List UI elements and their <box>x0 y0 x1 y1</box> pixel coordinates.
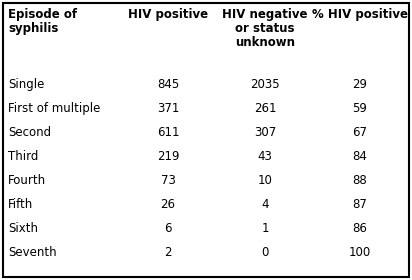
Text: unknown: unknown <box>235 36 295 49</box>
Text: or status: or status <box>235 22 295 35</box>
Text: Episode of: Episode of <box>8 8 77 21</box>
Text: % HIV positive: % HIV positive <box>312 8 408 21</box>
Text: Seventh: Seventh <box>8 246 56 259</box>
Text: HIV negative: HIV negative <box>222 8 308 21</box>
Text: 84: 84 <box>353 150 368 163</box>
Text: 2035: 2035 <box>250 78 280 91</box>
Text: 86: 86 <box>353 222 368 235</box>
Text: Third: Third <box>8 150 38 163</box>
Text: 219: 219 <box>157 150 179 163</box>
Text: 88: 88 <box>353 174 368 187</box>
Text: 371: 371 <box>157 102 179 115</box>
Text: 73: 73 <box>161 174 176 187</box>
Text: 611: 611 <box>157 126 179 139</box>
Text: 100: 100 <box>349 246 371 259</box>
Text: Fourth: Fourth <box>8 174 46 187</box>
Text: HIV positive: HIV positive <box>128 8 208 21</box>
Text: 261: 261 <box>254 102 276 115</box>
Text: 307: 307 <box>254 126 276 139</box>
Text: 59: 59 <box>353 102 368 115</box>
Text: Second: Second <box>8 126 51 139</box>
Text: 87: 87 <box>353 198 368 211</box>
Text: 0: 0 <box>261 246 269 259</box>
Text: 29: 29 <box>353 78 368 91</box>
Text: 10: 10 <box>258 174 272 187</box>
Text: Sixth: Sixth <box>8 222 38 235</box>
Text: 26: 26 <box>161 198 176 211</box>
Text: First of multiple: First of multiple <box>8 102 101 115</box>
Text: 4: 4 <box>261 198 269 211</box>
Text: 67: 67 <box>353 126 368 139</box>
Text: 1: 1 <box>261 222 269 235</box>
Text: 43: 43 <box>258 150 272 163</box>
Text: 845: 845 <box>157 78 179 91</box>
Text: syphilis: syphilis <box>8 22 59 35</box>
Text: 6: 6 <box>164 222 172 235</box>
Text: Fifth: Fifth <box>8 198 33 211</box>
Text: Single: Single <box>8 78 44 91</box>
Text: 2: 2 <box>164 246 172 259</box>
